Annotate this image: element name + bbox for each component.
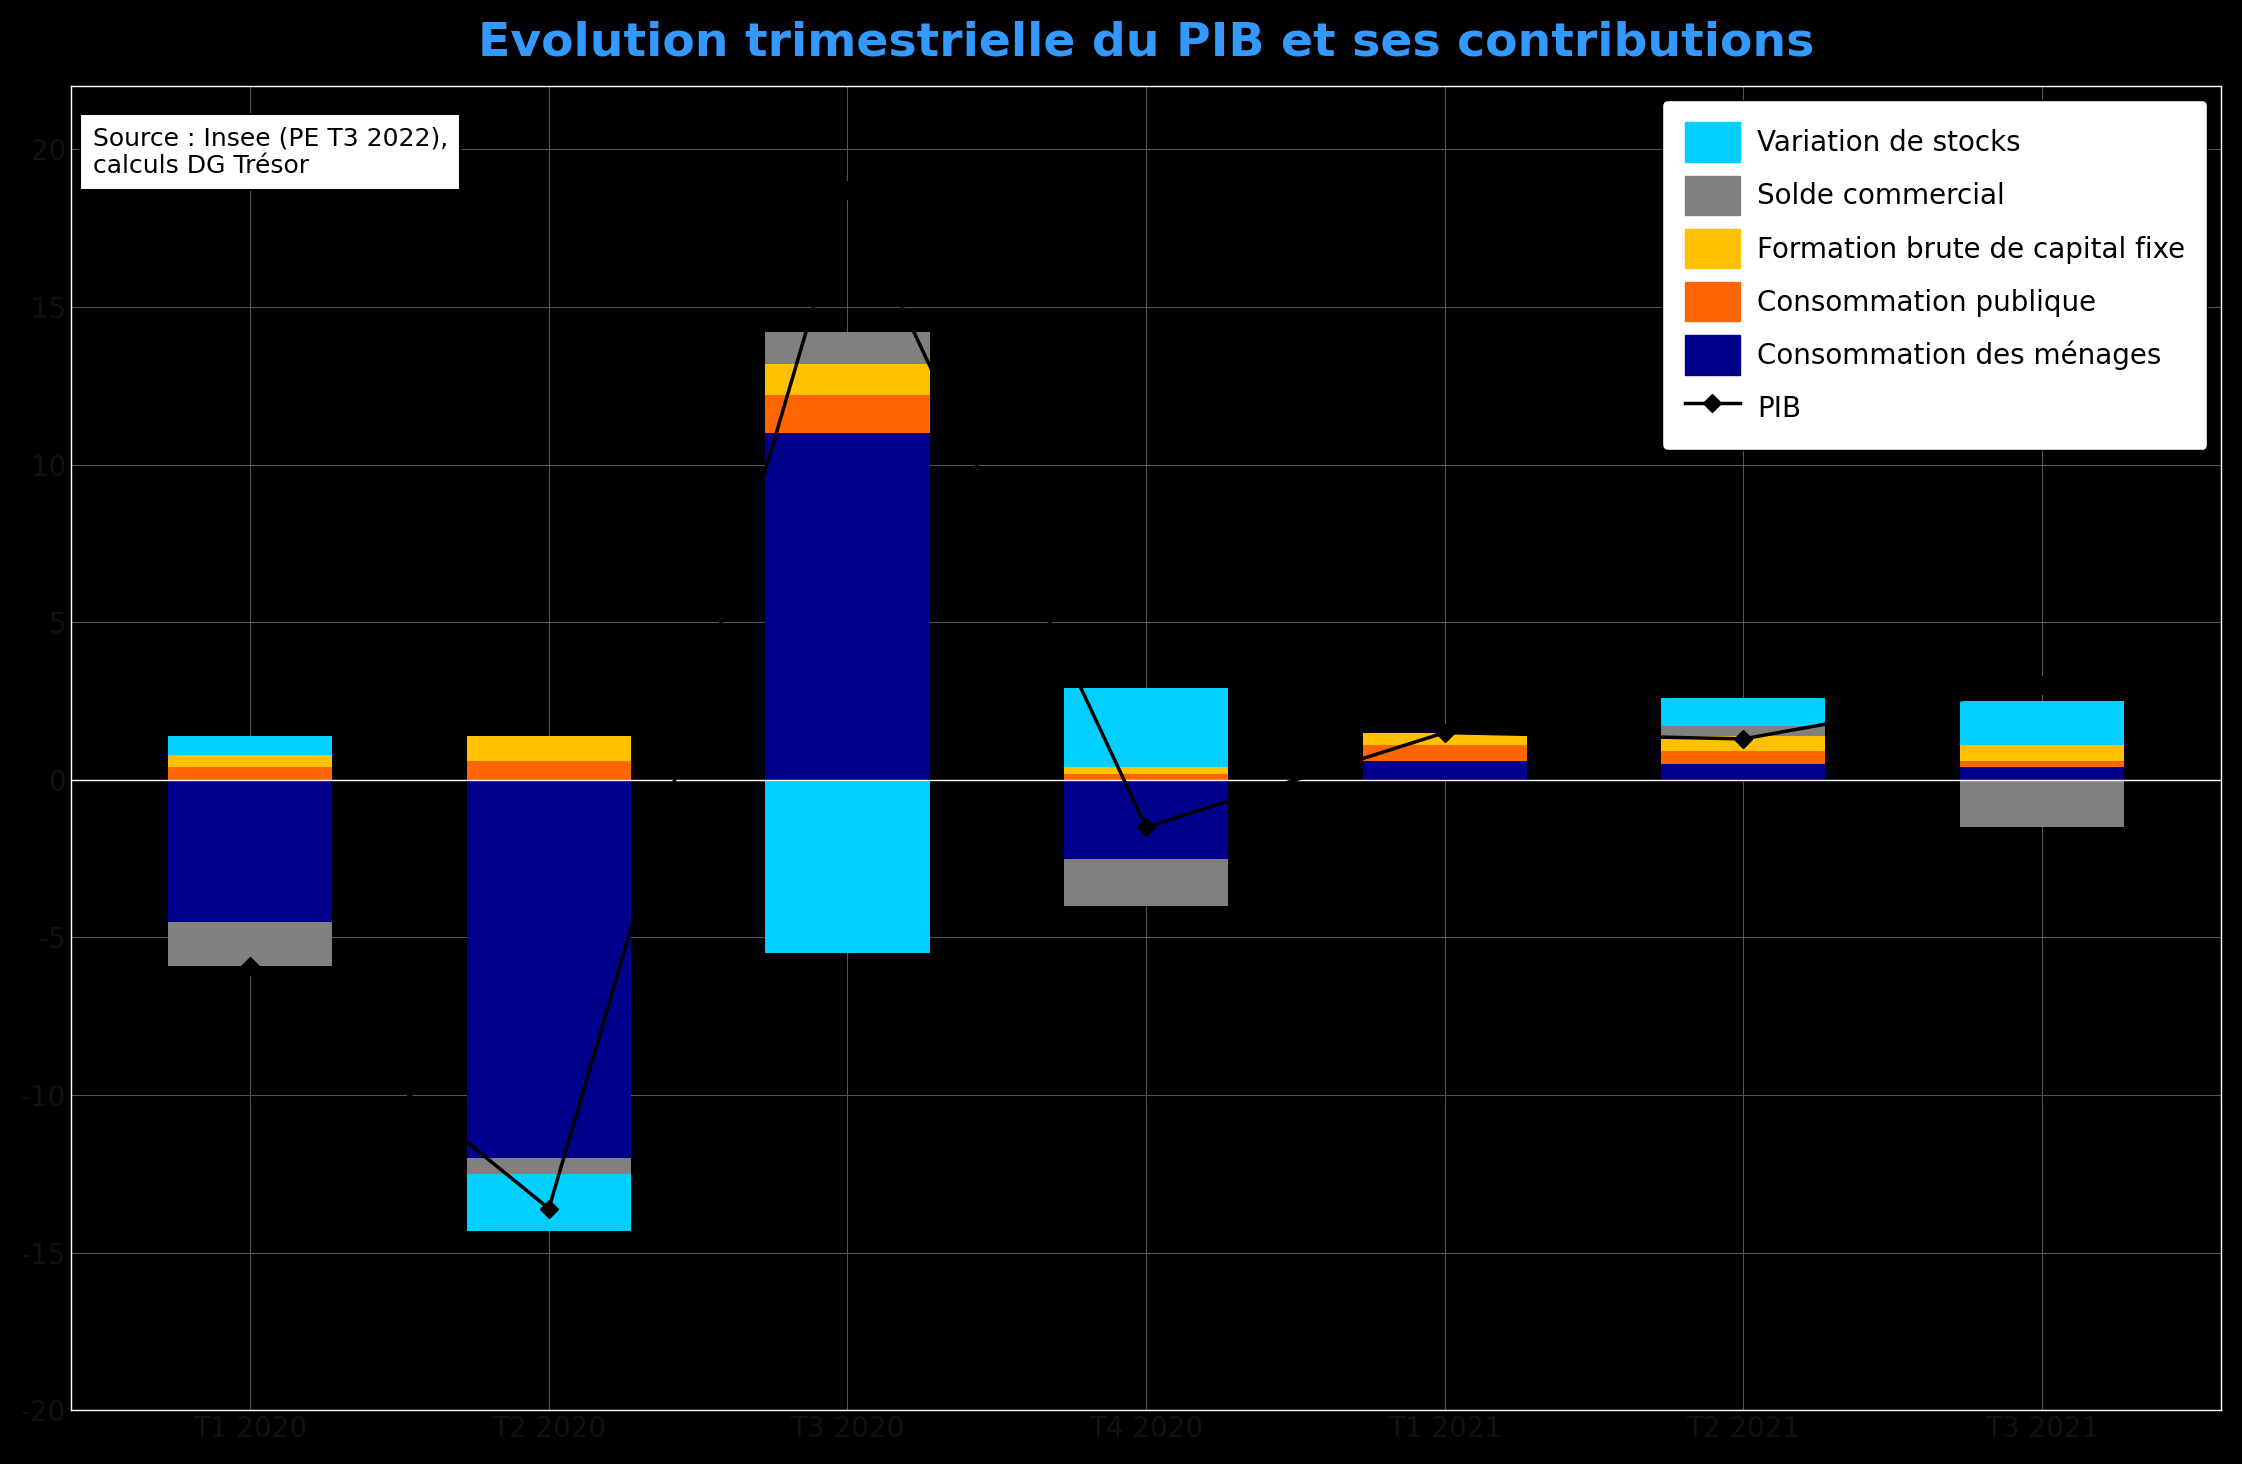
Bar: [765, 363, 930, 395]
Bar: [1065, 780, 1229, 859]
Line: PIB: PIB: [244, 184, 2049, 1215]
Bar: [765, 433, 930, 780]
Bar: [1661, 764, 1825, 780]
Bar: [1960, 701, 2123, 745]
PIB: [1132, 818, 1159, 836]
Bar: [466, 761, 630, 780]
Bar: [1960, 745, 2123, 761]
Bar: [1661, 698, 1825, 726]
Bar: [1065, 859, 1229, 906]
Bar: [168, 922, 332, 966]
Bar: [168, 767, 332, 780]
Bar: [765, 780, 930, 953]
Bar: [1960, 767, 2123, 780]
Bar: [168, 754, 332, 767]
Bar: [466, 736, 630, 761]
Bar: [466, 780, 630, 1158]
Title: Evolution trimestrielle du PIB et ses contributions: Evolution trimestrielle du PIB et ses co…: [478, 20, 1814, 66]
Bar: [1065, 773, 1229, 780]
PIB: [238, 957, 265, 975]
Bar: [1363, 745, 1527, 761]
Bar: [1065, 767, 1229, 773]
PIB: [1430, 723, 1457, 741]
Bar: [168, 736, 332, 754]
Bar: [1661, 736, 1825, 751]
Bar: [1960, 761, 2123, 767]
Bar: [466, 1158, 630, 1174]
Bar: [765, 332, 930, 363]
Legend: Variation de stocks, Solde commercial, Formation brute de capital fixe, Consomma: Variation de stocks, Solde commercial, F…: [1664, 100, 2208, 449]
PIB: [2029, 676, 2056, 694]
Bar: [466, 1174, 630, 1231]
Bar: [168, 780, 332, 922]
Bar: [1661, 751, 1825, 764]
Bar: [1363, 732, 1527, 745]
PIB: [1731, 731, 1758, 748]
Bar: [765, 395, 930, 433]
PIB: [536, 1200, 563, 1218]
PIB: [834, 182, 861, 199]
Bar: [1661, 726, 1825, 736]
Bar: [1960, 780, 2123, 827]
Bar: [1065, 688, 1229, 767]
Text: Source : Insee (PE T3 2022),
calculs DG Trésor: Source : Insee (PE T3 2022), calculs DG …: [92, 126, 448, 179]
Bar: [1363, 761, 1527, 780]
